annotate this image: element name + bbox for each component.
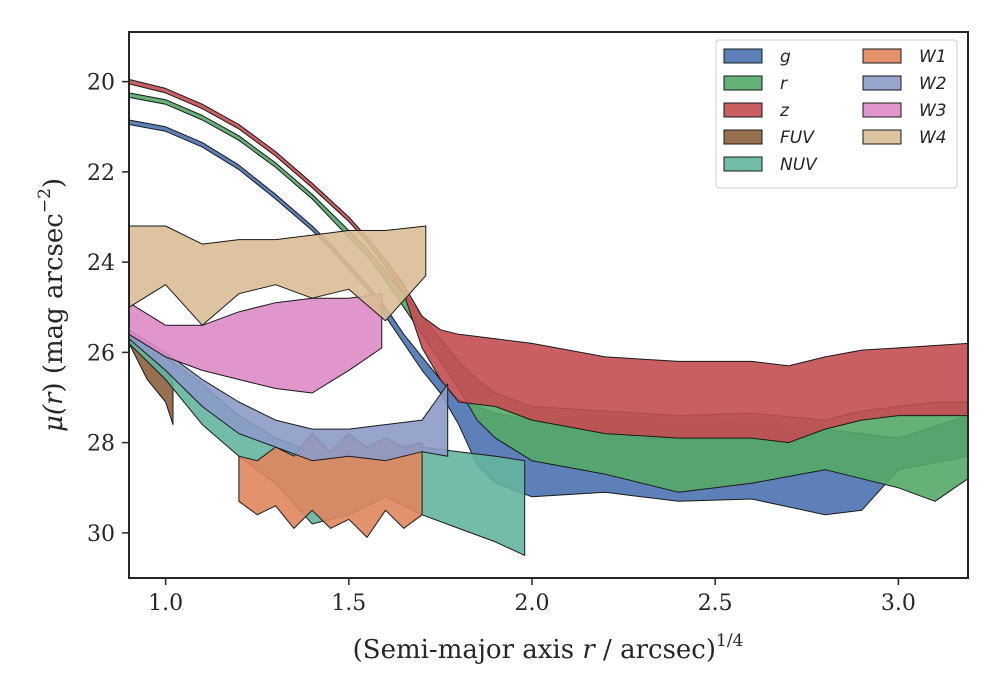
legend-swatch-g: [723, 48, 763, 64]
series-band-w4: [128, 225, 427, 326]
series-bands: [128, 78, 969, 556]
y-tick-label: 28: [87, 432, 115, 457]
legend-swatch-fuv: [723, 129, 763, 145]
legend: grz FUV NUV W1 W2 W3 W4: [715, 39, 958, 189]
x-axis-ticks: 1.0 1.5 2.0 2.5 3.0: [148, 578, 916, 616]
series-band-w2: [128, 329, 449, 462]
legend-label-nuv: NUV: [780, 155, 818, 175]
y-tick-label: 26: [87, 341, 115, 366]
legend-swatch-w4: [862, 129, 902, 145]
legend-swatch-nuv: [723, 156, 763, 172]
legend-label-w1: W1: [919, 47, 947, 67]
y-axis-ticks: 20 22 24 26 28 30: [87, 71, 129, 547]
x-tick-label: 2.0: [515, 591, 550, 616]
x-tick-label: 1.5: [331, 591, 366, 616]
y-axis-label: μ(r) (mag arcsec−2): [35, 178, 69, 432]
legend-label-fuv: FUV: [780, 128, 815, 148]
y-tick-label: 22: [87, 161, 115, 186]
legend-label-g: g: [780, 47, 791, 67]
legend-swatch-w1: [862, 48, 902, 64]
legend-swatch-r: [723, 75, 763, 91]
legend-swatch-w2: [862, 75, 902, 91]
legend-label-z: z: [779, 101, 790, 121]
plot-frame: [128, 31, 969, 579]
legend-label-w4: W4: [919, 128, 947, 148]
x-axis-label: (Semi-major axis r / arcsec)1/4: [353, 631, 744, 665]
legend-items: grz FUV NUV W1 W2 W3 W4: [723, 47, 947, 175]
x-tick-label: 2.5: [698, 591, 733, 616]
y-tick-label: 20: [87, 71, 115, 96]
legend-label-r: r: [780, 74, 788, 94]
legend-swatch-w3: [862, 102, 902, 118]
x-tick-label: 1.0: [148, 591, 183, 616]
legend-swatch-z: [723, 102, 763, 118]
series-band-w3: [128, 293, 383, 394]
x-tick-label: 3.0: [881, 591, 916, 616]
y-tick-label: 30: [87, 522, 115, 547]
legend-label-w2: W2: [919, 74, 947, 94]
y-tick-label: 24: [87, 251, 115, 276]
legend-label-w3: W3: [919, 101, 947, 121]
